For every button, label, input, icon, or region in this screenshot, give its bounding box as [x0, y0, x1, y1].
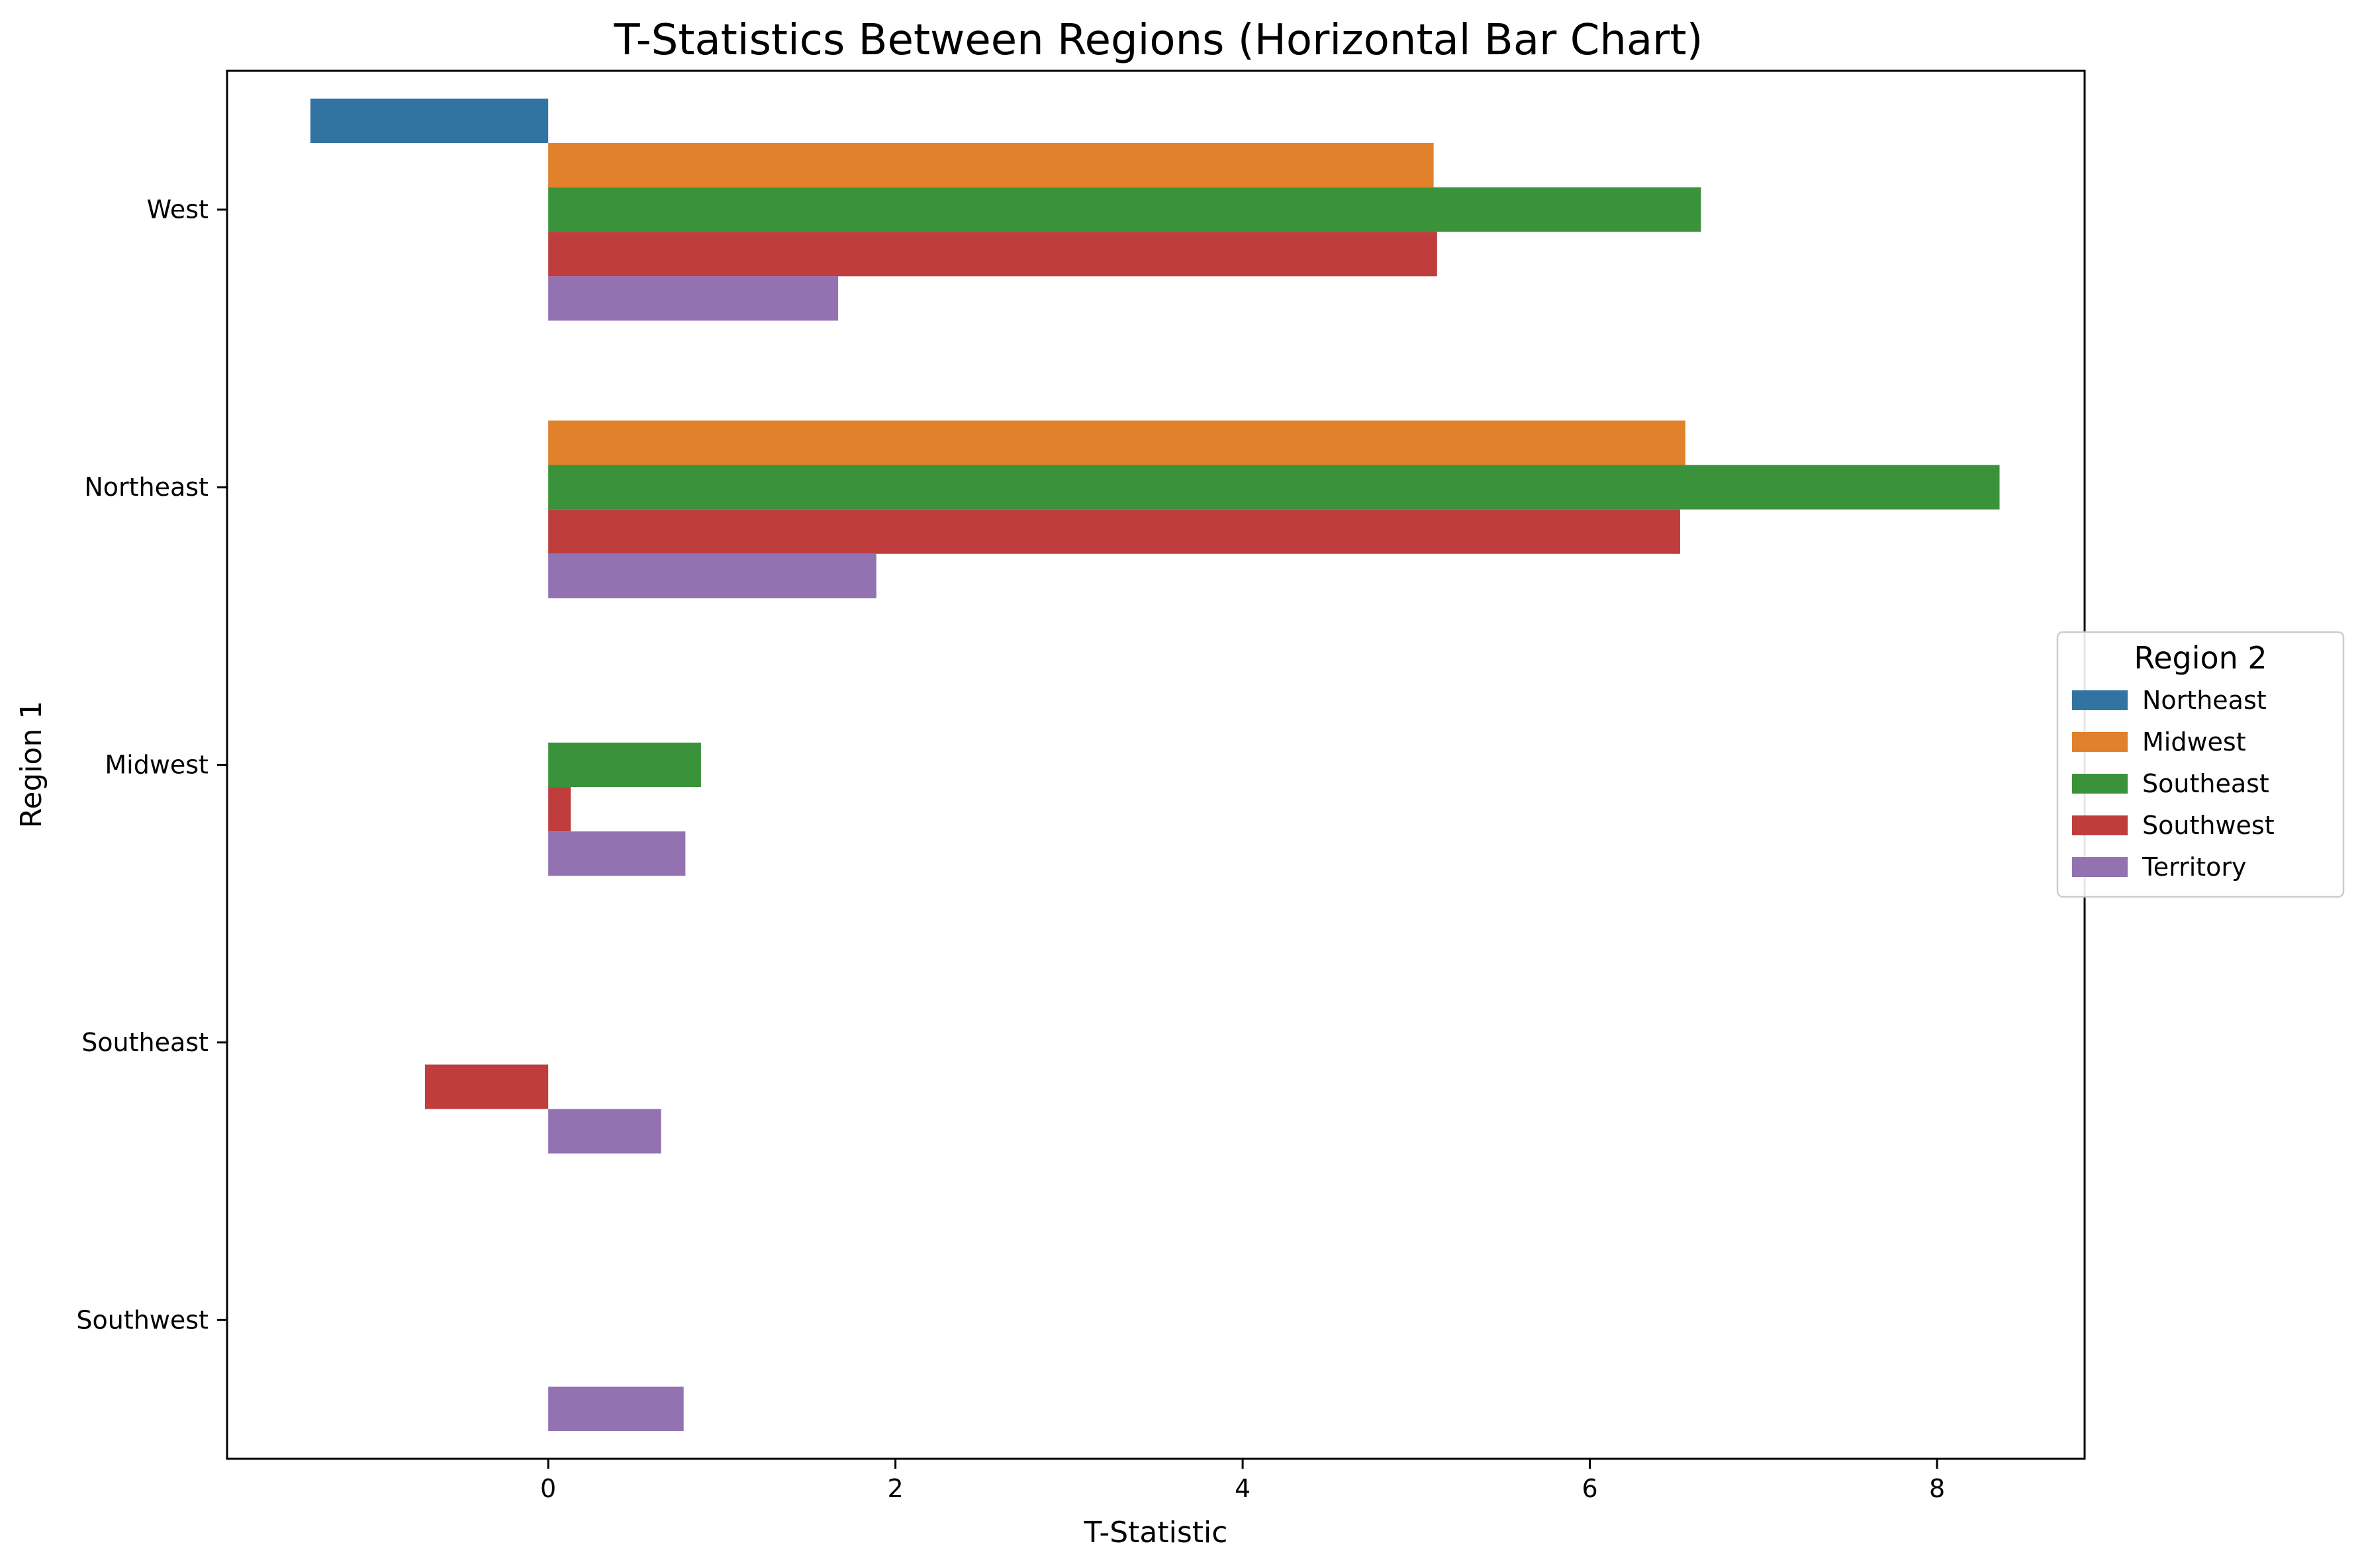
bar-northeast-territory: [548, 553, 876, 598]
x-tick-label: 4: [1235, 1474, 1251, 1503]
bar-west-southeast: [548, 187, 1701, 232]
bar-midwest-southeast: [548, 742, 701, 788]
x-axis-ticks: 0 2 4 6 8: [540, 1459, 1945, 1503]
y-tick-label-northeast: Northeast: [84, 473, 209, 502]
plot-frame: [226, 69, 2086, 1460]
bar-southeast-territory: [548, 1109, 661, 1154]
bar-northeast-midwest: [548, 420, 1685, 465]
legend-swatch-northeast: [2072, 690, 2128, 710]
bar-northeast-southwest: [548, 509, 1680, 554]
bar-southwest-territory: [548, 1386, 684, 1432]
legend-swatch-midwest: [2072, 732, 2128, 752]
y-axis-label: Region 1: [15, 701, 48, 829]
bar-northeast-southeast: [548, 465, 2000, 510]
bar-southeast-southwest: [424, 1064, 549, 1109]
x-tick-label: 2: [888, 1474, 904, 1503]
y-tick-label-west: West: [147, 195, 209, 224]
legend-label-midwest: Midwest: [2142, 727, 2246, 757]
x-axis-label: T-Statistic: [1084, 1516, 1228, 1549]
legend: Region 2 Northeast Midwest Southeast Southw…: [2056, 631, 2345, 898]
bar-west-northeast: [310, 98, 549, 144]
chart-title: T-Statistics Between Regions (Horizontal…: [613, 16, 1703, 65]
bar-midwest-territory: [548, 831, 686, 876]
x-tick-label: 6: [1582, 1474, 1598, 1503]
legend-label-northeast: Northeast: [2142, 686, 2267, 715]
y-axis-ticks: West Northeast Midwest Southeast Southwest: [76, 195, 227, 1334]
legend-frame: [2056, 631, 2345, 898]
bar-midwest-southwest: [548, 787, 571, 832]
legend-label-southeast: Southeast: [2142, 769, 2269, 798]
legend-swatch-southeast: [2072, 774, 2128, 794]
bar-west-midwest: [548, 143, 1434, 188]
bar-west-territory: [548, 276, 839, 321]
legend-label-southwest: Southwest: [2142, 811, 2275, 840]
x-tick-label: 8: [1929, 1474, 1945, 1503]
y-tick-label-southwest: Southwest: [76, 1305, 209, 1334]
legend-label-territory: Territory: [2142, 853, 2247, 882]
legend-title: Region 2: [2134, 640, 2267, 676]
legend-items: Northeast Midwest Southeast Southwest Territ…: [2072, 686, 2275, 882]
bar-west-southwest: [548, 232, 1437, 277]
legend-swatch-territory: [2072, 857, 2128, 877]
y-tick-label-southeast: Southeast: [81, 1028, 209, 1057]
y-tick-label-midwest: Midwest: [105, 751, 209, 780]
legend-swatch-southwest: [2072, 815, 2128, 835]
x-tick-label: 0: [540, 1474, 556, 1503]
bars-group: [310, 98, 2000, 1432]
